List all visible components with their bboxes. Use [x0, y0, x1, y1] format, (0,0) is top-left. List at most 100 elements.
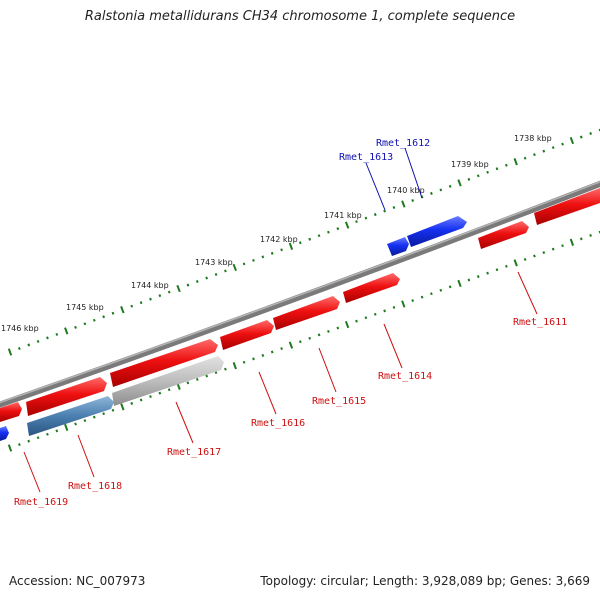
upper-minor-tick [383, 209, 386, 213]
upper-major-tick [176, 284, 181, 293]
label-rmet-1616[interactable]: Rmet_1616 [251, 418, 305, 429]
tick-row-upper [7, 128, 600, 356]
lower-minor-tick [186, 381, 190, 385]
lower-minor-tick [336, 326, 340, 330]
upper-minor-tick [252, 258, 255, 262]
leader-rmet-1616 [258, 371, 277, 415]
gene-rmet-1618[interactable] [26, 377, 107, 416]
upper-minor-tick [355, 220, 358, 224]
lower-major-tick [457, 279, 462, 288]
lower-minor-tick [92, 415, 96, 419]
upper-minor-tick [83, 322, 87, 326]
lower-major-tick [64, 423, 69, 432]
label-rmet-1619[interactable]: Rmet_1619 [14, 497, 68, 508]
lower-minor-tick [579, 237, 583, 241]
leader-rmet-1614 [383, 323, 403, 369]
lower-minor-tick [224, 367, 227, 371]
lower-minor-tick [383, 309, 386, 313]
leader-rmet-1613 [365, 162, 386, 211]
label-rmet-1614[interactable]: Rmet_1614 [378, 371, 432, 382]
upper-major-tick [7, 348, 13, 356]
lower-minor-tick [167, 388, 171, 392]
gene-rmet-1613[interactable] [387, 237, 409, 256]
lower-minor-tick [533, 254, 536, 258]
upper-major-tick [232, 263, 237, 272]
lower-minor-tick [214, 371, 218, 375]
upper-major-tick [120, 306, 125, 314]
upper-major-tick [344, 221, 350, 229]
kbp-label-1739: 1739 kbp [451, 160, 489, 169]
kbp-label-1738: 1738 kbp [514, 134, 552, 143]
leader-rmet-1619 [23, 451, 41, 493]
lower-minor-tick [495, 268, 499, 272]
gene-rmet-1619[interactable] [0, 402, 22, 422]
lower-minor-tick [139, 398, 143, 402]
upper-minor-tick [430, 191, 433, 195]
gene-labels-top: Rmet_1612 Rmet_1613 [339, 138, 430, 211]
lower-major-tick [344, 320, 350, 329]
lower-major-tick [232, 362, 237, 370]
lower-minor-tick [149, 395, 152, 399]
lower-minor-tick [467, 278, 471, 282]
upper-minor-tick [205, 276, 209, 280]
lower-minor-tick [430, 292, 433, 296]
upper-minor-tick [186, 283, 190, 287]
upper-minor-tick [46, 336, 49, 340]
leader-rmet-1615 [318, 347, 337, 393]
upper-minor-tick [224, 269, 227, 273]
label-rmet-1612[interactable]: Rmet_1612 [376, 138, 430, 149]
label-rmet-1611[interactable]: Rmet_1611 [513, 317, 567, 328]
gene-rmet-1620[interactable] [0, 426, 9, 441]
lower-minor-tick [392, 305, 396, 309]
leader-rmet-1617 [175, 401, 194, 444]
lower-minor-tick [195, 377, 199, 381]
lower-minor-tick [83, 419, 87, 423]
upper-minor-tick [92, 318, 96, 322]
gene-rmet-1611[interactable] [478, 221, 529, 249]
lower-minor-tick [317, 333, 321, 337]
map-title: Ralstonia metallidurans CH34 chromosome … [84, 9, 516, 24]
gene-rmet-1616[interactable] [220, 320, 274, 350]
gene-rmet-1614[interactable] [343, 273, 400, 303]
lower-minor-tick [542, 251, 546, 255]
lower-major-tick [401, 300, 406, 308]
footer-summary: Topology: circular; Length: 3,928,089 bp… [260, 574, 590, 588]
lower-minor-tick [242, 360, 246, 364]
upper-minor-tick [27, 343, 31, 347]
upper-minor-tick [495, 167, 499, 171]
upper-minor-tick [111, 311, 115, 315]
tick-row-lower [7, 230, 600, 452]
lower-minor-tick [364, 316, 368, 320]
kbp-label-1743: 1743 kbp [195, 258, 233, 267]
lower-minor-tick [298, 340, 302, 344]
gene-rmet-1617[interactable] [110, 339, 218, 387]
feature-steel[interactable] [27, 396, 114, 436]
lower-minor-tick [411, 299, 415, 303]
label-rmet-1618[interactable]: Rmet_1618 [68, 481, 122, 492]
label-rmet-1615[interactable]: Rmet_1615 [312, 396, 366, 407]
upper-minor-tick [280, 248, 283, 252]
lower-major-tick [120, 403, 125, 411]
lower-minor-tick [504, 264, 508, 268]
gene-rmet-1612[interactable] [407, 216, 467, 247]
feature-grey[interactable] [112, 356, 224, 406]
label-rmet-1617[interactable]: Rmet_1617 [167, 447, 221, 458]
leader-rmet-1612 [404, 147, 423, 199]
lower-minor-tick [551, 247, 555, 251]
upper-minor-tick [139, 301, 143, 305]
upper-minor-tick [504, 163, 508, 167]
kbp-label-1741: 1741 kbp [324, 211, 362, 220]
upper-minor-tick [308, 237, 312, 241]
label-rmet-1613[interactable]: Rmet_1613 [339, 152, 393, 163]
upper-minor-tick [364, 216, 368, 220]
gene-rmet-1615[interactable] [273, 296, 340, 330]
upper-minor-tick [214, 273, 218, 276]
forward-genes [0, 188, 600, 422]
upper-minor-tick [336, 227, 340, 231]
kbp-labels: 1738 kbp 1739 kbp 1740 kbp 1741 kbp 1742… [1, 134, 552, 333]
lower-minor-tick [36, 436, 40, 440]
upper-major-tick [569, 136, 575, 145]
gene-rmet-1610[interactable] [534, 188, 600, 225]
lower-minor-tick [439, 288, 443, 292]
